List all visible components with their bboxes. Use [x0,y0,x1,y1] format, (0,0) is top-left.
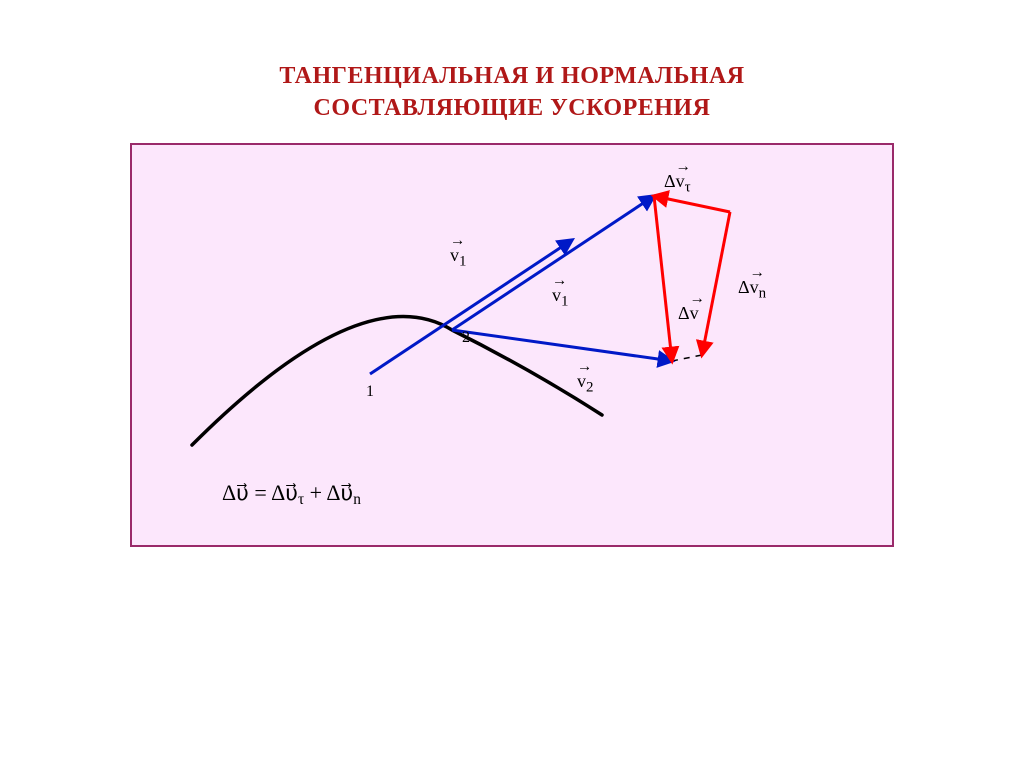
formula-lhs: Δυ⃗ [222,480,249,505]
formula-eq: = [254,480,271,505]
points-group: 12 [366,329,470,400]
slide-title: ТАНГЕНЦИАЛЬНАЯ И НОРМАЛЬНАЯ СОСТАВЛЯЮЩИЕ… [0,0,1024,125]
formula-t1: Δυ⃗ [271,480,298,505]
vector-dv_n [702,212,730,355]
vector-v1_from1 [370,240,572,374]
formula: Δυ⃗ = Δυ⃗τ + Δυ⃗n [222,480,361,509]
label-dv: Δv [678,303,699,324]
title-line-2: СОСТАВЛЯЮЩИЕ УСКОРЕНИЯ [0,92,1024,124]
vector-dv_tau [654,196,730,212]
point-label-p1: 1 [366,383,374,400]
formula-plus: + [310,480,327,505]
formula-sub2: n [353,491,361,508]
vector-dv [654,196,672,361]
construction-dashes [654,196,730,361]
label-v1_b: v1 [552,285,569,311]
trajectory-curve [192,316,602,444]
title-line-1: ТАНГЕНЦИАЛЬНАЯ И НОРМАЛЬНАЯ [0,60,1024,92]
formula-sub1: τ [298,491,304,508]
point-label-p2: 2 [462,329,470,346]
vectors-group [370,196,730,374]
label-v1_a: v1 [450,245,467,271]
diagram-panel: 12 v1v1v2ΔvτΔvnΔv Δυ⃗ = Δυ⃗τ + Δυ⃗n [130,143,894,547]
formula-t2: Δυ⃗ [326,480,353,505]
label-dv_tau: Δvτ [664,171,691,197]
label-v2: v2 [577,371,594,397]
label-dv_n: Δvn [738,277,766,303]
